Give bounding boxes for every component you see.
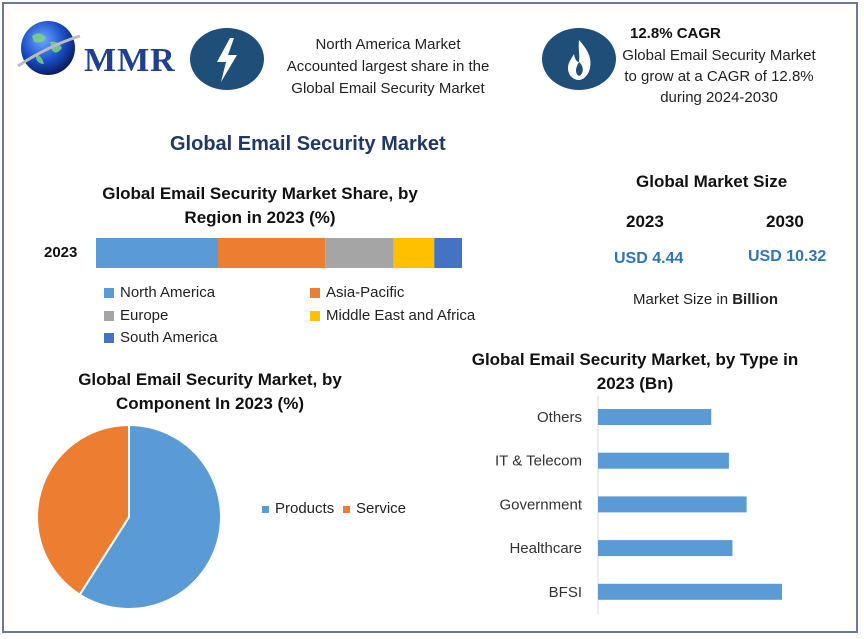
legend-label: Products: [275, 500, 335, 517]
legend-label: Service: [356, 500, 407, 517]
header-left-text: North America Market Accounted largest s…: [268, 34, 508, 100]
market-size-note-unit: Billion: [732, 291, 779, 308]
flame-icon-badge: [542, 28, 616, 90]
legend-swatch: [310, 311, 320, 322]
legend-label: Europe: [120, 307, 169, 324]
market-size-value-2030: USD 10.32: [748, 248, 827, 265]
pie-slice-service: [36, 423, 130, 597]
region-stacked-bar: [96, 238, 462, 268]
market-size-value-2023: USD 4.44: [614, 250, 684, 267]
region-bar-segment-europe: [325, 238, 394, 268]
header-right-line: Global Email Security Market: [622, 47, 816, 64]
globe-logo-icon: [17, 21, 81, 75]
type-bar-bfsi: [598, 583, 782, 600]
header-right-line: to grow at a CAGR of 12.8%: [624, 68, 814, 85]
region-bar-segment-north-america: [96, 238, 218, 268]
component-chart-title: Global Email Security Market, by Compone…: [78, 370, 342, 413]
flame-icon: [568, 40, 591, 80]
region-bar-segment-asia-pacific: [218, 238, 326, 268]
header-right-text: Global Email Security Market to grow at …: [614, 45, 824, 108]
legend-swatch: [104, 311, 114, 322]
legend-item-products: Products: [262, 500, 334, 517]
legend-swatch: [104, 333, 114, 344]
type-category-label: Healthcare: [509, 540, 582, 557]
legend-swatch: [262, 505, 269, 513]
legend-item-middle-east-africa: Middle East and Africa: [310, 307, 475, 324]
type-category-label: Government: [499, 496, 582, 513]
type-bar-healthcare: [598, 540, 733, 557]
header-left-line: Global Email Security Market: [291, 80, 485, 97]
pie-slice-products: [78, 423, 222, 610]
market-size-note: Market Size in Billion: [633, 291, 778, 308]
lightning-icon: [217, 38, 237, 82]
legend-swatch: [343, 505, 350, 513]
main-title: Global Email Security Market: [170, 133, 446, 155]
type-bar-it-telecom: [598, 452, 729, 469]
legend-item-asia-pacific: Asia-Pacific: [310, 284, 404, 301]
header-left-line: North America Market: [315, 36, 461, 53]
component-pie-chart: [36, 423, 222, 610]
legend-item-north-america: North America: [104, 284, 215, 301]
market-size-note-prefix: Market Size in: [633, 291, 733, 308]
legend-label: Asia-Pacific: [326, 284, 405, 301]
market-size-year-2030: 2030: [766, 212, 804, 231]
cagr-title: 12.8% CAGR: [630, 25, 721, 42]
legend-item-south-america: South America: [104, 329, 218, 346]
type-category-label: IT & Telecom: [495, 453, 582, 470]
region-bar-segment-middle-east-and-africa: [393, 238, 435, 268]
type-category-label: BFSI: [549, 584, 582, 601]
legend-item-service: Service: [343, 500, 406, 517]
type-bar-chart: Others IT & Telecom Government Healthcare BF…: [495, 396, 782, 614]
type-chart-title: Global Email Security Market, by Type in…: [471, 350, 799, 393]
header-right-line: during 2024-2030: [660, 89, 778, 106]
market-size-title: Global Market Size: [636, 172, 788, 191]
market-size-year-2023: 2023: [626, 212, 664, 231]
lightning-icon-badge: [190, 28, 264, 90]
region-category-label: 2023: [44, 244, 78, 261]
legend-label: Middle East and Africa: [326, 307, 476, 324]
type-category-label: Others: [537, 409, 582, 426]
region-bar-segment-south-america: [434, 238, 462, 268]
legend-label: South America: [120, 329, 218, 346]
infographic-frame: [2, 2, 858, 633]
legend-swatch: [310, 288, 320, 299]
legend-swatch: [104, 288, 114, 299]
legend-item-europe: Europe: [104, 307, 168, 324]
region-chart-title: Global Email Security Market Share, by R…: [102, 184, 418, 227]
logo-text: MMR: [84, 42, 176, 79]
type-bar-others: [598, 409, 712, 425]
header-left-line: Accounted largest share in the: [286, 58, 490, 75]
type-bar-government: [598, 496, 747, 513]
legend-label: North America: [120, 284, 216, 301]
